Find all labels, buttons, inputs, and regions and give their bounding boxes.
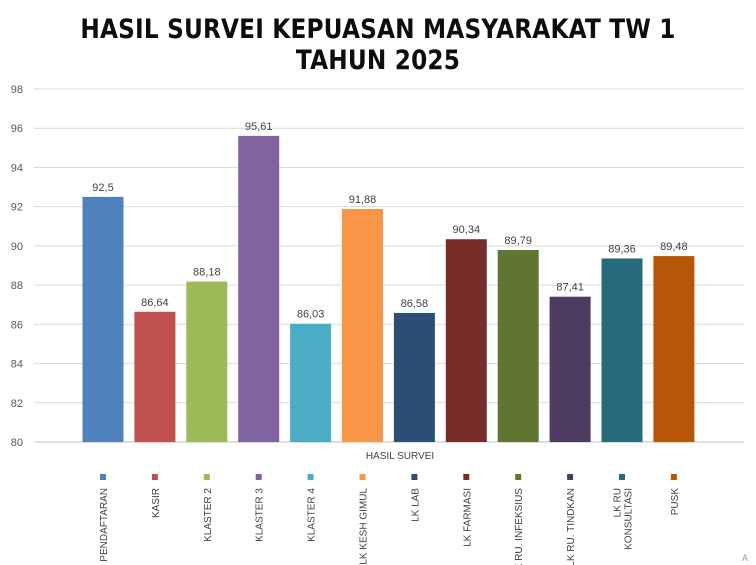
legend-swatch xyxy=(307,474,314,480)
data-label: 89,48 xyxy=(660,241,688,253)
bar xyxy=(82,196,124,442)
legend-swatch xyxy=(411,474,418,480)
y-tick-label: 84 xyxy=(11,359,23,371)
y-tick-label: 92 xyxy=(11,202,23,214)
legend-swatch xyxy=(619,474,625,480)
legend-label: LK FARMASI xyxy=(462,488,473,547)
y-axis-ticks: 80 82 84 86 88 90 92 94 96 98 xyxy=(11,84,23,449)
bar xyxy=(134,311,176,442)
legend-label: LK KESH GIMUL xyxy=(359,488,370,565)
y-tick-label: 88 xyxy=(11,280,23,292)
y-tick-label: 96 xyxy=(11,123,23,135)
legend-swatch xyxy=(515,474,522,480)
data-label: 90,34 xyxy=(453,224,481,236)
legend-label: PENDAFTARAN xyxy=(99,488,110,562)
data-label: 92,5 xyxy=(92,182,113,194)
data-label: 86,58 xyxy=(401,298,429,310)
legend-swatch xyxy=(463,474,470,480)
bar xyxy=(393,312,435,442)
data-label: 89,79 xyxy=(504,235,532,247)
legend-label: KASIR xyxy=(151,488,162,518)
data-label: 91,88 xyxy=(349,194,377,206)
legend-label: KONSULTASI xyxy=(624,488,635,550)
data-label: 88,18 xyxy=(193,267,221,279)
bar xyxy=(497,250,539,442)
corner-mark: A xyxy=(741,553,748,563)
legend: PENDAFTARAN KASIR KLASTER 2 KLASTER 3 KLASTE… xyxy=(99,474,681,565)
legend-label: LK LAB xyxy=(410,488,421,522)
legend-label: KLASTER 2 xyxy=(203,488,214,542)
data-labels: 92,5 86,64 88,18 95,61 86,03 91,88 86,58 90,34 8… xyxy=(92,121,687,321)
y-tick-label: 98 xyxy=(11,84,23,96)
legend-label: KLASTER 3 xyxy=(255,488,266,542)
bar xyxy=(445,239,487,442)
legend-swatch xyxy=(203,474,210,480)
data-label: 87,41 xyxy=(556,282,584,294)
data-label: 86,03 xyxy=(297,309,325,321)
bar xyxy=(653,256,695,442)
bar xyxy=(186,281,228,442)
legend-swatch xyxy=(151,474,158,480)
bar xyxy=(238,135,280,443)
legend-swatch xyxy=(670,474,677,480)
y-tick-label: 80 xyxy=(11,437,23,449)
y-tick-label: 94 xyxy=(11,162,23,174)
legend-label: KLASTER 4 xyxy=(307,488,318,542)
bar xyxy=(601,258,643,442)
legend-label: LK RU xyxy=(613,488,624,517)
page-title: HASIL SURVEI KEPUASAN MASYARAKAT TW 1 TA… xyxy=(80,14,676,76)
legend-swatch xyxy=(255,474,262,480)
bar xyxy=(549,296,591,442)
x-axis-title: HASIL SURVEI xyxy=(366,451,434,462)
data-label: 89,36 xyxy=(608,243,636,255)
legend-label: PUSK xyxy=(670,488,681,516)
y-tick-label: 82 xyxy=(11,398,23,410)
bar xyxy=(342,209,383,442)
y-tick-label: 86 xyxy=(11,319,23,331)
data-label: 95,61 xyxy=(245,121,273,133)
legend-swatch xyxy=(100,474,106,480)
legend-swatch xyxy=(567,474,574,480)
data-label: 86,64 xyxy=(141,297,169,309)
legend-swatch xyxy=(359,474,366,480)
bars xyxy=(82,135,695,443)
legend-label: LK RU. INFEKSIUS xyxy=(514,488,525,565)
bar xyxy=(290,323,332,442)
legend-label: LK RU. TINDKAN xyxy=(566,488,577,565)
y-tick-label: 90 xyxy=(11,241,23,253)
